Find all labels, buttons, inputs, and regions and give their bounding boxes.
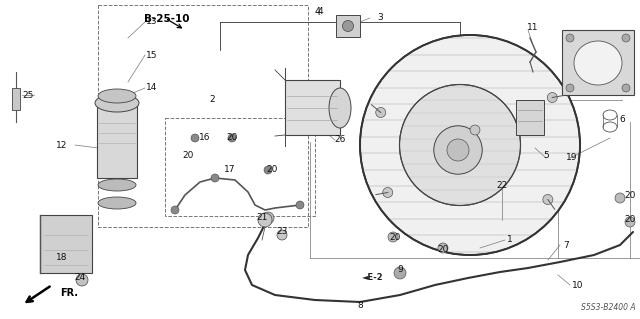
Circle shape [547,93,557,102]
Circle shape [625,217,635,227]
Circle shape [191,134,199,142]
Text: 14: 14 [147,84,157,93]
Circle shape [622,34,630,42]
Circle shape [394,267,406,279]
Text: 23: 23 [276,227,288,236]
Ellipse shape [329,88,351,128]
Circle shape [228,134,236,142]
Text: 20: 20 [437,246,449,255]
Bar [285,80,340,135]
Text: 6: 6 [619,115,625,124]
Text: 20: 20 [624,190,636,199]
Ellipse shape [98,89,136,103]
Text: 17: 17 [224,166,236,174]
Circle shape [622,84,630,92]
Bar [336,15,360,37]
Text: 10: 10 [572,280,584,290]
Text: 19: 19 [566,153,578,162]
Text: 15: 15 [147,50,157,60]
Bar [40,215,92,273]
Circle shape [438,243,448,253]
Text: 24: 24 [74,273,86,283]
Text: 18: 18 [56,253,68,262]
Circle shape [76,274,88,286]
Text: 20: 20 [227,133,237,143]
Text: 5: 5 [543,151,549,160]
Ellipse shape [574,41,622,85]
Text: 22: 22 [497,181,508,189]
Circle shape [264,166,272,174]
Text: 9: 9 [397,265,403,275]
Circle shape [211,174,219,182]
Text: 20: 20 [389,233,401,241]
Circle shape [262,212,274,224]
Circle shape [277,230,287,240]
Ellipse shape [98,197,136,209]
Circle shape [470,125,480,135]
Text: FR.: FR. [60,288,78,298]
Ellipse shape [98,179,136,191]
Bar [562,30,634,95]
Text: 4: 4 [317,8,323,17]
Text: 20: 20 [266,166,278,174]
Circle shape [296,201,304,209]
Bar [97,103,137,178]
Text: 11: 11 [527,24,539,33]
Circle shape [383,188,393,197]
Text: 21: 21 [256,213,268,222]
Circle shape [376,108,386,117]
Text: ◄E-2: ◄E-2 [362,273,383,283]
Text: 7: 7 [563,241,569,249]
Ellipse shape [95,94,139,112]
Circle shape [399,85,520,205]
Text: 1: 1 [507,235,513,244]
Bar [165,118,315,216]
Circle shape [543,195,553,204]
Text: 13: 13 [147,18,157,26]
Circle shape [447,139,469,161]
Circle shape [615,193,625,203]
Text: 16: 16 [199,133,211,143]
Text: 25: 25 [22,91,34,100]
Text: 26: 26 [334,136,346,145]
Text: 2: 2 [209,95,215,105]
Text: 20: 20 [182,151,194,160]
Bar [98,5,308,227]
Circle shape [258,213,272,227]
Text: 3: 3 [377,13,383,23]
Bar [516,100,544,135]
Circle shape [566,34,574,42]
Text: 20: 20 [624,216,636,225]
Bar [12,88,20,110]
Text: S5S3-B2400 A: S5S3-B2400 A [581,303,636,312]
Circle shape [566,84,574,92]
Circle shape [360,35,580,255]
Text: B-25-10: B-25-10 [144,14,189,24]
Circle shape [388,232,398,242]
Text: 4: 4 [315,7,321,17]
Text: 8: 8 [357,300,363,309]
Circle shape [171,206,179,214]
Circle shape [434,126,482,174]
Circle shape [342,20,353,32]
Text: 12: 12 [56,140,68,150]
